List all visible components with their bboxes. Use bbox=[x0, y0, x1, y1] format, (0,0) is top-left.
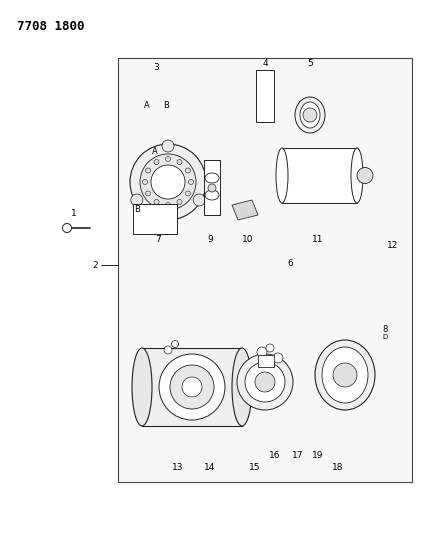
Text: 7708 1800: 7708 1800 bbox=[17, 20, 84, 33]
Ellipse shape bbox=[276, 148, 288, 203]
Circle shape bbox=[146, 191, 151, 196]
Circle shape bbox=[143, 180, 148, 184]
Bar bbox=[282, 148, 357, 203]
Circle shape bbox=[154, 199, 159, 205]
Circle shape bbox=[303, 108, 317, 122]
Ellipse shape bbox=[232, 348, 252, 426]
Polygon shape bbox=[232, 200, 258, 220]
Text: D: D bbox=[382, 334, 388, 340]
Circle shape bbox=[182, 377, 202, 397]
Text: 6: 6 bbox=[287, 260, 293, 269]
Text: 5: 5 bbox=[307, 60, 313, 69]
Circle shape bbox=[154, 159, 159, 165]
Circle shape bbox=[357, 167, 373, 183]
Text: 16: 16 bbox=[269, 450, 281, 459]
Bar bbox=[204, 160, 220, 215]
Circle shape bbox=[166, 203, 170, 207]
Bar bbox=[256, 70, 274, 122]
Circle shape bbox=[164, 346, 172, 354]
Ellipse shape bbox=[295, 97, 325, 133]
Circle shape bbox=[172, 341, 178, 348]
Circle shape bbox=[162, 140, 174, 152]
Text: 4: 4 bbox=[262, 60, 268, 69]
Circle shape bbox=[62, 223, 71, 232]
Text: 1: 1 bbox=[71, 209, 77, 219]
Bar bbox=[142, 348, 242, 426]
Circle shape bbox=[177, 159, 182, 165]
Text: 8: 8 bbox=[382, 326, 388, 335]
Circle shape bbox=[333, 363, 357, 387]
Circle shape bbox=[140, 154, 196, 210]
Text: A: A bbox=[152, 148, 158, 157]
Ellipse shape bbox=[322, 347, 368, 403]
Circle shape bbox=[193, 194, 205, 206]
Circle shape bbox=[245, 362, 285, 402]
Ellipse shape bbox=[132, 348, 152, 426]
Circle shape bbox=[170, 365, 214, 409]
Bar bbox=[258, 355, 274, 367]
Text: 12: 12 bbox=[387, 240, 399, 249]
Bar bbox=[133, 204, 177, 234]
Text: 13: 13 bbox=[172, 464, 184, 472]
Circle shape bbox=[266, 344, 274, 352]
Text: 7: 7 bbox=[155, 236, 161, 245]
Circle shape bbox=[255, 372, 275, 392]
Circle shape bbox=[273, 353, 283, 363]
Text: 15: 15 bbox=[249, 464, 261, 472]
Circle shape bbox=[151, 165, 185, 199]
Circle shape bbox=[188, 180, 193, 184]
Text: 18: 18 bbox=[332, 464, 344, 472]
Text: B: B bbox=[163, 101, 169, 109]
Text: 2: 2 bbox=[92, 261, 98, 270]
Ellipse shape bbox=[315, 340, 375, 410]
Text: 17: 17 bbox=[292, 450, 304, 459]
Text: A: A bbox=[144, 101, 150, 109]
Circle shape bbox=[130, 144, 206, 220]
Circle shape bbox=[159, 354, 225, 420]
Circle shape bbox=[257, 347, 267, 357]
Circle shape bbox=[131, 194, 143, 206]
Circle shape bbox=[208, 184, 216, 192]
Text: 11: 11 bbox=[312, 236, 324, 245]
Ellipse shape bbox=[351, 148, 363, 203]
Circle shape bbox=[237, 354, 293, 410]
Text: 19: 19 bbox=[312, 450, 324, 459]
Text: 3: 3 bbox=[154, 62, 159, 71]
Bar bbox=[118, 58, 412, 482]
Ellipse shape bbox=[205, 173, 219, 183]
Text: 10: 10 bbox=[242, 236, 254, 245]
Text: 9: 9 bbox=[207, 236, 213, 245]
Ellipse shape bbox=[205, 190, 219, 200]
Text: 14: 14 bbox=[204, 464, 216, 472]
Circle shape bbox=[166, 157, 170, 161]
Text: B: B bbox=[134, 205, 140, 214]
Circle shape bbox=[177, 199, 182, 205]
Circle shape bbox=[185, 168, 190, 173]
Ellipse shape bbox=[300, 102, 320, 128]
Circle shape bbox=[146, 168, 151, 173]
Circle shape bbox=[185, 191, 190, 196]
